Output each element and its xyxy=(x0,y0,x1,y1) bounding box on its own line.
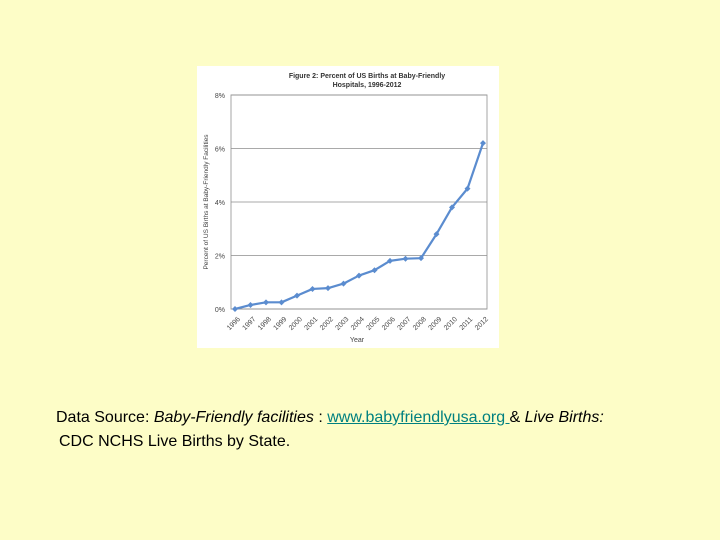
ampersand: & xyxy=(509,409,525,426)
facilities-label: Baby-Friendly facilities xyxy=(153,409,314,426)
x-tick-label: 2008 xyxy=(412,316,428,332)
data-point xyxy=(464,185,471,192)
births-label: Live Births xyxy=(524,409,600,426)
x-axis-title: Year xyxy=(350,337,365,344)
data-point xyxy=(387,257,393,264)
source-label: Data Source: xyxy=(56,409,154,426)
y-tick-label: 4% xyxy=(215,200,225,207)
data-point xyxy=(309,285,316,292)
data-point xyxy=(294,292,300,299)
data-point xyxy=(340,280,347,287)
data-point xyxy=(356,272,362,279)
y-tick-label: 6% xyxy=(215,147,225,154)
line-chart: 0%2%4%6%8%1996 1997 1998 1999 2000 2001 2002 20… xyxy=(203,93,490,344)
data-point xyxy=(449,204,455,211)
data-source-caption: Data Source: Baby-Friendly facilities : … xyxy=(56,406,696,454)
x-tick-label: 1996 xyxy=(226,316,242,332)
x-tick-label: 2002 xyxy=(319,316,335,332)
series-line xyxy=(234,142,485,311)
x-tick-label: 2004 xyxy=(350,316,366,332)
caption-line-1: Data Source: Baby-Friendly facilities : … xyxy=(56,406,696,430)
data-point xyxy=(402,255,409,262)
caption-line-2: CDC NCHS Live Births by State. xyxy=(59,433,291,450)
x-tick-label: 2010 xyxy=(443,316,459,332)
data-point xyxy=(263,299,269,306)
x-tick-label: 2009 xyxy=(427,316,443,332)
chart-title-line1: Figure 2: Percent of US Births at Baby-F… xyxy=(288,73,446,80)
chart-subtitle: Hospitals, 1996-2012 xyxy=(332,82,402,89)
separator: : xyxy=(313,409,328,426)
x-tick-label: 2007 xyxy=(396,316,412,332)
data-point xyxy=(278,299,285,306)
data-point xyxy=(232,306,238,312)
chart-title: Figure 2: Percent of US Births at Baby-F… xyxy=(257,72,477,90)
x-tick-label: 2005 xyxy=(365,316,381,332)
x-tick-label: 2011 xyxy=(459,316,475,332)
births-colon: : xyxy=(599,409,604,426)
data-point xyxy=(371,267,378,274)
data-point xyxy=(247,301,254,308)
babyfriendly-link[interactable]: www.babyfriendlyusa.org xyxy=(327,409,510,426)
y-tick-label: 8% xyxy=(215,93,225,100)
x-tick-label: 2006 xyxy=(381,316,397,332)
x-tick-label: 2001 xyxy=(303,316,319,332)
data-point xyxy=(480,140,486,147)
y-tick-label: 0% xyxy=(215,307,225,314)
y-tick-label: 2% xyxy=(215,254,225,261)
y-axis-title: Percent of US Births at Baby-Friendly Fa… xyxy=(203,134,210,270)
chart-card: Figure 2: Percent of US Births at Baby-F… xyxy=(197,66,499,348)
data-point xyxy=(325,285,331,292)
data-point xyxy=(433,231,440,238)
x-tick-label: 1997 xyxy=(241,316,257,332)
x-tick-label: 2012 xyxy=(474,316,490,332)
x-tick-label: 2000 xyxy=(288,316,304,332)
x-tick-label: 1998 xyxy=(257,316,273,332)
x-tick-label: 2003 xyxy=(334,316,350,332)
x-tick-label: 1999 xyxy=(272,316,288,332)
